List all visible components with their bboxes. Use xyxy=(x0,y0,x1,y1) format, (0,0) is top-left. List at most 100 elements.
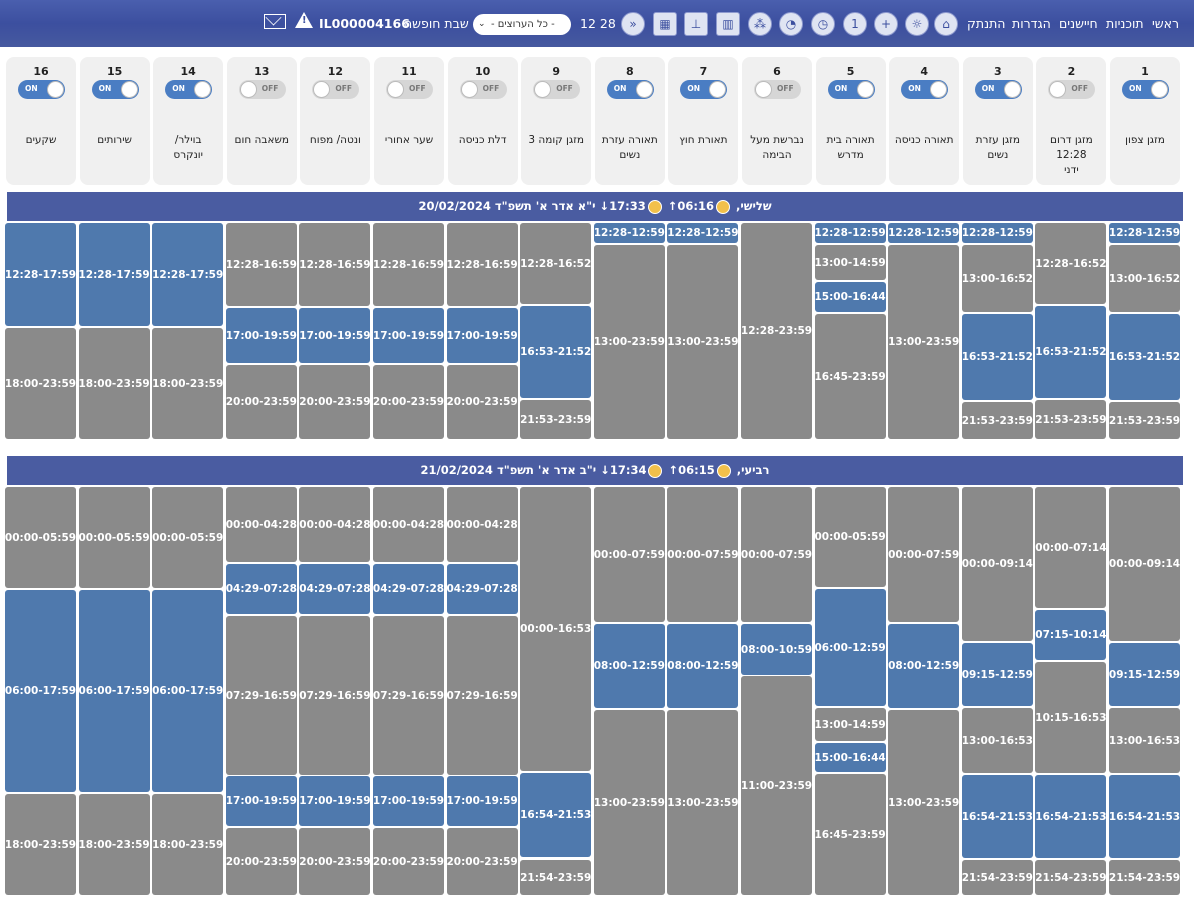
schedule-slot[interactable]: 12:28-17:59 xyxy=(152,223,224,326)
schedule-slot[interactable]: 13:00-23:59 xyxy=(888,245,960,439)
schedule-slot[interactable]: 16:54-21:53 xyxy=(520,773,592,857)
schedule-slot[interactable]: 21:54-23:59 xyxy=(520,860,592,895)
grid-icon[interactable]: ▦ xyxy=(653,12,677,36)
channel-toggle[interactable]: ON xyxy=(1122,80,1169,99)
schedule-slot[interactable]: 00:00-04:28 xyxy=(373,487,444,562)
channel-select[interactable]: ⌄ - כל הערוצים - xyxy=(473,14,571,35)
schedule-slot[interactable]: 17:00-19:59 xyxy=(299,308,371,363)
channel-card-11[interactable]: 11 OFF שער אחורי xyxy=(374,57,444,185)
share-icon[interactable]: ⁂ xyxy=(748,12,772,36)
schedule-slot[interactable]: 07:29-16:59 xyxy=(373,616,444,775)
channel-toggle[interactable]: OFF xyxy=(386,80,433,99)
channel-card-15[interactable]: 15 ON שירותים xyxy=(79,57,150,185)
schedule-slot[interactable]: 16:53-21:52 xyxy=(1035,306,1107,398)
channel-card-9[interactable]: 9 OFF מזגן קומה 3 xyxy=(521,57,592,185)
channel-toggle[interactable]: ON xyxy=(91,80,139,99)
channel-card-7[interactable]: 7 ON תאורת חוץ xyxy=(668,57,739,185)
schedule-slot[interactable]: 17:00-19:59 xyxy=(299,776,371,826)
schedule-slot[interactable]: 15:00-16:44 xyxy=(814,743,886,772)
channel-card-4[interactable]: 4 ON תאורה כניסה xyxy=(889,57,960,185)
schedule-slot[interactable]: 21:54-23:59 xyxy=(1109,860,1180,895)
schedule-slot[interactable]: 12:28-16:52 xyxy=(520,223,592,304)
schedule-slot[interactable]: 10:15-16:53 xyxy=(1035,662,1107,773)
schedule-slot[interactable]: 20:00-23:59 xyxy=(299,365,371,439)
schedule-slot[interactable]: 12:28-12:59 xyxy=(961,223,1033,243)
schedule-slot[interactable]: 00:00-07:59 xyxy=(888,487,960,622)
schedule-slot[interactable]: 00:00-07:14 xyxy=(1035,487,1107,608)
schedule-slot[interactable]: 21:53-23:59 xyxy=(520,400,592,439)
schedule-slot[interactable]: 20:00-23:59 xyxy=(373,828,444,895)
schedule-slot[interactable]: 21:53-23:59 xyxy=(1035,400,1107,439)
channel-toggle[interactable]: ON xyxy=(827,80,875,99)
schedule-slot[interactable]: 20:00-23:59 xyxy=(225,828,297,895)
warning-icon[interactable]: ! xyxy=(295,12,313,28)
schedule-slot[interactable]: 12:28-16:59 xyxy=(373,223,444,306)
schedule-slot[interactable]: 13:00-23:59 xyxy=(593,245,665,439)
schedule-slot[interactable]: 13:00-14:59 xyxy=(814,708,886,741)
schedule-slot[interactable]: 12:28-16:59 xyxy=(299,223,371,306)
channel-toggle[interactable]: OFF xyxy=(238,80,286,99)
channel-toggle[interactable]: ON xyxy=(901,80,949,99)
double-chevron-down-icon[interactable]: » xyxy=(621,12,645,36)
schedule-slot[interactable]: 20:00-23:59 xyxy=(446,365,518,439)
channel-card-13[interactable]: 13 OFF משאבה חום xyxy=(226,57,297,185)
clock-plus-icon[interactable]: ◔ xyxy=(779,12,803,36)
channel-toggle[interactable]: OFF xyxy=(312,80,360,99)
channel-card-8[interactable]: 8 ON תאורה עזרת נשים xyxy=(594,57,665,185)
schedule-slot[interactable]: 04:29-07:28 xyxy=(446,564,518,614)
channel-toggle[interactable]: ON xyxy=(974,80,1022,99)
schedule-slot[interactable]: 00:00-04:28 xyxy=(446,487,518,562)
channel-card-14[interactable]: 14 ON בוילר/יונקרס xyxy=(153,57,224,185)
schedule-slot[interactable]: 18:00-23:59 xyxy=(78,794,150,895)
schedule-slot[interactable]: 13:00-23:59 xyxy=(593,710,665,895)
schedule-slot[interactable]: 16:54-21:53 xyxy=(961,775,1033,858)
nav-logout[interactable]: התנתק xyxy=(967,16,1006,31)
schedule-slot[interactable]: 00:00-07:59 xyxy=(593,487,665,622)
schedule-slot[interactable]: 12:28-12:59 xyxy=(593,223,665,243)
channel-toggle[interactable]: OFF xyxy=(754,80,801,99)
clock-grid-icon[interactable]: ◷ xyxy=(811,12,835,36)
schedule-slot[interactable]: 07:29-16:59 xyxy=(225,616,297,775)
scale-icon[interactable]: ⊥ xyxy=(684,12,708,36)
schedule-slot[interactable]: 00:00-07:59 xyxy=(667,487,739,622)
schedule-slot[interactable]: 04:29-07:28 xyxy=(299,564,371,614)
bar-chart-icon[interactable]: ▥ xyxy=(716,12,740,36)
schedule-slot[interactable]: 12:28-23:59 xyxy=(741,223,812,439)
channel-card-5[interactable]: 5 ON תאורה בית מדרש xyxy=(815,57,886,185)
schedule-slot[interactable]: 13:00-16:52 xyxy=(961,245,1033,312)
schedule-slot[interactable]: 20:00-23:59 xyxy=(373,365,444,439)
schedule-slot[interactable]: 16:45-23:59 xyxy=(814,774,886,895)
schedule-slot[interactable]: 17:00-19:59 xyxy=(225,308,297,363)
schedule-slot[interactable]: 08:00-12:59 xyxy=(888,624,960,708)
schedule-slot[interactable]: 00:00-05:59 xyxy=(152,487,224,588)
schedule-slot[interactable]: 20:00-23:59 xyxy=(225,365,297,439)
schedule-slot[interactable]: 21:53-23:59 xyxy=(961,402,1033,439)
schedule-slot[interactable]: 18:00-23:59 xyxy=(78,328,150,439)
schedule-slot[interactable]: 12:28-12:59 xyxy=(814,223,886,243)
schedule-slot[interactable]: 12:28-12:59 xyxy=(888,223,960,243)
channel-toggle[interactable]: ON xyxy=(165,80,213,99)
schedule-slot[interactable]: 12:28-12:59 xyxy=(667,223,739,243)
schedule-slot[interactable]: 09:15-12:59 xyxy=(1109,643,1180,706)
channel-card-1[interactable]: 1 ON מזגן צפון xyxy=(1110,57,1180,185)
schedule-slot[interactable]: 11:00-23:59 xyxy=(741,676,812,895)
schedule-slot[interactable]: 18:00-23:59 xyxy=(152,328,224,439)
channel-toggle[interactable]: ON xyxy=(606,80,654,99)
channel-card-3[interactable]: 3 ON מזגן עזרת נשים xyxy=(962,57,1033,185)
schedule-slot[interactable]: 00:00-05:59 xyxy=(5,487,76,588)
schedule-slot[interactable]: 00:00-09:14 xyxy=(1109,487,1180,641)
schedule-slot[interactable]: 00:00-07:59 xyxy=(741,487,812,622)
schedule-slot[interactable]: 12:28-16:52 xyxy=(1035,223,1107,304)
schedule-slot[interactable]: 16:54-21:53 xyxy=(1035,775,1107,858)
schedule-slot[interactable]: 00:00-04:28 xyxy=(225,487,297,562)
schedule-slot[interactable]: 13:00-23:59 xyxy=(667,710,739,895)
schedule-slot[interactable]: 07:29-16:59 xyxy=(446,616,518,775)
schedule-slot[interactable]: 12:28-12:59 xyxy=(1109,223,1180,243)
channel-toggle[interactable]: ON xyxy=(680,80,728,99)
add-clock-icon[interactable]: + xyxy=(874,12,898,36)
nav-settings[interactable]: הגדרות xyxy=(1012,16,1051,31)
schedule-slot[interactable]: 16:53-21:52 xyxy=(1109,314,1180,400)
channel-toggle[interactable]: ON xyxy=(18,80,65,99)
schedule-slot[interactable]: 12:28-16:59 xyxy=(446,223,518,306)
shabbat-mode-label[interactable]: שבת חופשה xyxy=(404,16,469,31)
